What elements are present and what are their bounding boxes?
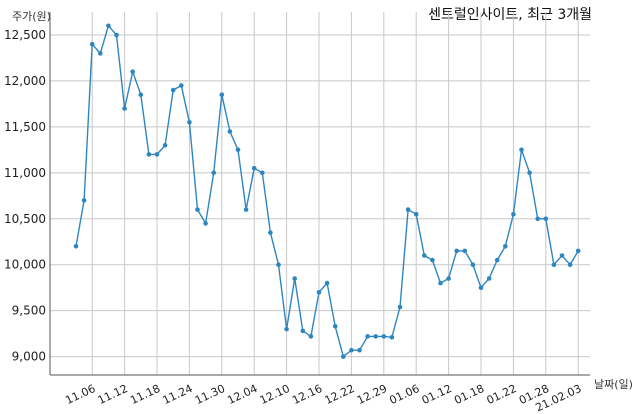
- price-data-point: [251, 165, 257, 171]
- y-tick-label: 9,000: [12, 350, 46, 364]
- price-data-point: [284, 326, 289, 332]
- price-data-point: [559, 253, 565, 258]
- price-data-point: [211, 170, 216, 176]
- chart-title: 센트럴인사이트, 최근 3개월: [428, 7, 592, 23]
- price-data-point: [227, 129, 233, 134]
- price-data-point: [349, 347, 354, 353]
- price-data-point: [324, 280, 330, 286]
- y-tick-label: 10,000: [4, 258, 46, 272]
- x-tick-label: 11.18: [128, 382, 162, 407]
- x-tick-label: 12.29: [355, 382, 389, 407]
- price-data-point: [219, 92, 225, 97]
- x-tick-label: 11.24: [161, 382, 195, 407]
- x-tick-label: 12.22: [323, 382, 357, 407]
- price-data-point: [235, 147, 241, 153]
- price-data-point: [162, 143, 168, 148]
- price-data-point: [332, 324, 338, 329]
- price-data-point: [203, 221, 208, 226]
- x-tick-label: 12.16: [290, 382, 324, 407]
- x-tick-label: 12.04: [225, 382, 259, 407]
- price-data-point: [195, 207, 200, 212]
- price-data-point: [365, 334, 370, 339]
- price-data-point: [454, 248, 460, 254]
- price-data-point: [381, 334, 387, 339]
- price-data-point: [357, 347, 362, 353]
- price-data-point: [308, 334, 314, 339]
- price-data-point: [478, 285, 484, 291]
- price-data-point: [413, 211, 419, 217]
- price-data-point: [511, 211, 516, 217]
- price-data-point: [170, 87, 176, 93]
- price-data-point: [179, 83, 184, 88]
- price-data-point: [551, 262, 557, 268]
- y-tick-label: 12,000: [4, 74, 46, 88]
- x-tick-label: 01.06: [387, 382, 421, 407]
- price-data-point: [89, 41, 95, 47]
- price-data-point: [430, 257, 435, 263]
- price-data-point: [98, 51, 103, 56]
- price-data-point: [486, 276, 492, 281]
- x-tick-label: 11.06: [63, 382, 97, 407]
- price-data-point: [462, 248, 468, 254]
- price-data-point: [268, 230, 273, 235]
- price-data-point: [187, 120, 192, 125]
- x-tick-label: 01.22: [485, 382, 519, 407]
- price-data-point: [422, 253, 427, 258]
- y-tick-label: 10,500: [4, 212, 46, 226]
- price-data-point: [81, 198, 87, 203]
- price-data-point: [138, 92, 144, 97]
- price-data-point: [114, 32, 119, 38]
- price-data-point: [519, 147, 524, 153]
- price-data-point: [446, 276, 451, 281]
- price-data-point: [146, 152, 152, 157]
- price-data-point: [503, 244, 508, 249]
- price-data-point: [397, 304, 403, 310]
- price-data-point: [316, 290, 322, 295]
- price-data-point: [341, 354, 346, 359]
- x-axis-label: 날짜(일): [594, 378, 633, 391]
- price-data-point: [276, 262, 281, 268]
- price-data-point: [243, 207, 249, 212]
- x-tick-label: 11.12: [96, 382, 130, 407]
- price-data-point: [575, 248, 581, 254]
- price-data-point: [567, 262, 573, 268]
- y-axis-label: 주가(원): [12, 10, 51, 23]
- x-tick-label: 11.30: [193, 382, 227, 407]
- price-data-point: [389, 335, 395, 340]
- price-data-point: [106, 23, 111, 29]
- price-data-point: [130, 69, 135, 74]
- price-series-line: [75, 24, 579, 358]
- price-data-point: [494, 257, 500, 263]
- price-data-point: [292, 276, 298, 281]
- y-tick-label: 9,500: [12, 304, 46, 318]
- price-data-point: [260, 170, 265, 176]
- price-data-point: [300, 328, 306, 334]
- price-data-point: [405, 207, 411, 212]
- price-data-point: [154, 152, 160, 157]
- x-tick-label: 12.10: [258, 382, 292, 407]
- x-tick-label: 01.18: [452, 382, 486, 407]
- price-data-point: [73, 244, 79, 249]
- price-data-point: [543, 216, 549, 222]
- y-tick-label: 11,000: [4, 166, 46, 180]
- price-data-point: [527, 170, 532, 176]
- y-tick-label: 11,500: [4, 120, 46, 134]
- price-data-point: [373, 334, 379, 339]
- price-data-point: [535, 216, 540, 222]
- x-tick-label: 01.12: [420, 382, 454, 407]
- y-tick-label: 12,500: [4, 28, 46, 42]
- price-data-point: [438, 280, 443, 286]
- price-data-point: [122, 106, 127, 111]
- price-data-point: [470, 262, 476, 268]
